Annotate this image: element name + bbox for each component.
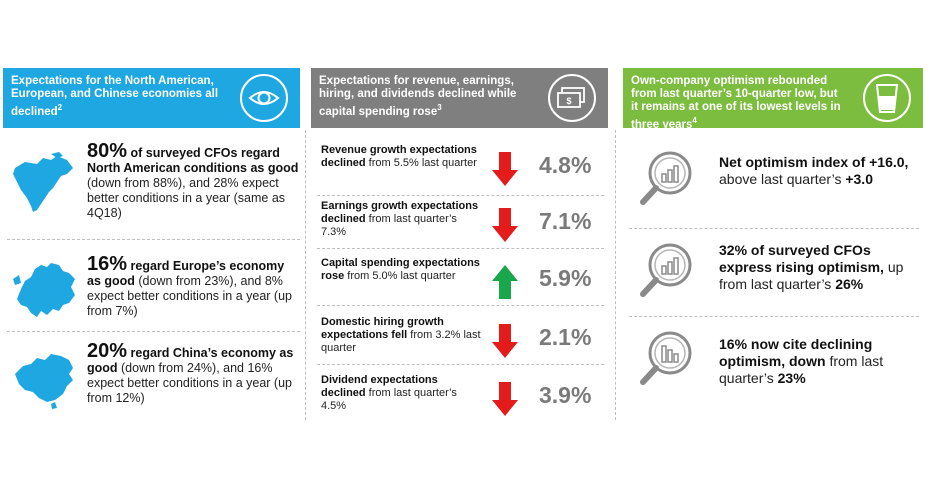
divider bbox=[629, 228, 919, 229]
optimism-headline: Net optimism index of +16.0, bbox=[719, 154, 909, 170]
europe-headline: regard Europe’s economy as good bbox=[87, 259, 285, 288]
china-detail: (down from 24%), and 16% expect better c… bbox=[87, 361, 292, 405]
europe-map bbox=[13, 263, 75, 317]
optimism-detail: above last quarter’s bbox=[719, 171, 846, 187]
expectation-headline: Capital spending expectations rose bbox=[321, 257, 480, 282]
eye-icon bbox=[240, 74, 288, 122]
magnifier-chart-icon bbox=[640, 243, 692, 297]
expectation-detail: from last quarter’s 4.5% bbox=[321, 387, 457, 412]
na-detail: (down from 88%), and 28% expect better c… bbox=[87, 176, 286, 220]
economies-column: Expectations for the North American, Eur… bbox=[3, 68, 300, 409]
down-arrow-icon bbox=[492, 324, 518, 358]
optimism-prior: 26% bbox=[835, 276, 864, 292]
expectations-header-text: Expectations for revenue, earnings, hiri… bbox=[319, 75, 517, 118]
expectation-value: 5.9% bbox=[539, 265, 592, 291]
optimism-prior: 23% bbox=[777, 370, 806, 386]
expectation-headline: Earnings growth expectations declined bbox=[321, 200, 479, 225]
economies-header: Expectations for the North American, Eur… bbox=[3, 68, 300, 128]
expectation-headline: Revenue growth expectations declined bbox=[321, 144, 477, 169]
china-item: 20% regard China’s economy as good (down… bbox=[3, 341, 300, 424]
expectation-detail: from 3.2% last quarter bbox=[321, 329, 481, 354]
divider bbox=[7, 239, 300, 240]
economies-header-footnote: 2 bbox=[57, 103, 63, 112]
divider bbox=[317, 195, 604, 196]
down-arrow-icon bbox=[492, 208, 518, 242]
divider bbox=[317, 248, 604, 249]
expectation-value: 4.8% bbox=[539, 152, 592, 178]
expectation-row: Domestic hiring growth expectations fell… bbox=[311, 316, 608, 376]
optimism-prior: +3.0 bbox=[845, 171, 873, 187]
column-divider bbox=[305, 130, 306, 420]
expectation-detail: from 5.5% last quarter bbox=[365, 157, 477, 169]
divider bbox=[629, 316, 919, 317]
expectation-detail: from last quarter’s 7.3% bbox=[321, 213, 457, 238]
china-percent: 20% bbox=[87, 340, 128, 362]
expectation-row: Capital spending expectations rose from … bbox=[311, 257, 608, 317]
expectation-headline: Domestic hiring growth expectations fell bbox=[321, 316, 444, 341]
optimism-headline: 16% now cite declining optimism, down bbox=[719, 336, 873, 369]
expectations-header: Expectations for revenue, earnings, hiri… bbox=[311, 68, 608, 128]
optimism-item: 32% of surveyed CFOs express rising opti… bbox=[623, 236, 923, 302]
na-percent: 80% bbox=[87, 140, 128, 162]
glass-icon bbox=[863, 74, 911, 122]
optimism-header: Own-company optimism rebounded from last… bbox=[623, 68, 923, 131]
optimism-column: Own-company optimism rebounded from last… bbox=[623, 68, 923, 386]
money-icon: $ bbox=[548, 74, 596, 122]
column-divider bbox=[615, 130, 616, 420]
china-map bbox=[15, 354, 73, 409]
north-america-map bbox=[13, 152, 73, 212]
expectations-column: Expectations for revenue, earnings, hiri… bbox=[311, 68, 608, 416]
expectation-row: Revenue growth expectations declined fro… bbox=[311, 144, 608, 204]
optimism-headline: 32% of surveyed CFOs express rising opti… bbox=[719, 242, 884, 275]
optimism-detail: up from last quarter’s bbox=[719, 259, 904, 292]
optimism-header-text: Own-company optimism rebounded from last… bbox=[631, 75, 841, 131]
magnifier-chart-icon bbox=[640, 331, 692, 385]
svg-text:$: $ bbox=[566, 96, 571, 106]
expectations-header-footnote: 3 bbox=[437, 103, 442, 112]
expectation-value: 7.1% bbox=[539, 208, 592, 234]
expectation-headline: Dividend expectations declined bbox=[321, 374, 438, 399]
economies-header-text: Expectations for the North American, Eur… bbox=[11, 75, 219, 118]
magnifier-chart-icon bbox=[640, 151, 692, 205]
divider bbox=[317, 305, 604, 306]
optimism-header-footnote: 4 bbox=[692, 116, 697, 125]
expectation-row: Dividend expectations declined from last… bbox=[311, 374, 608, 434]
china-headline: regard China’s economy as good bbox=[87, 346, 294, 375]
optimism-item: Net optimism index of +16.0, above last … bbox=[623, 148, 923, 214]
expectation-value: 2.1% bbox=[539, 324, 592, 350]
europe-item: 16% regard Europe’s economy as good (dow… bbox=[3, 254, 300, 337]
expectation-row: Earnings growth expectations declined fr… bbox=[311, 200, 608, 260]
down-arrow-icon bbox=[492, 152, 518, 186]
north-america-item: 80% of surveyed CFOs regard North Americ… bbox=[3, 141, 300, 234]
down-arrow-icon bbox=[492, 382, 518, 416]
expectation-detail: from 5.0% last quarter bbox=[344, 270, 456, 282]
divider bbox=[7, 331, 300, 332]
europe-percent: 16% bbox=[87, 253, 128, 275]
divider bbox=[317, 364, 604, 365]
optimism-item: 16% now cite declining optimism, down fr… bbox=[623, 326, 923, 392]
europe-detail: (down from 23%), and 8% expect better co… bbox=[87, 274, 292, 318]
na-headline: of surveyed CFOs regard North American c… bbox=[87, 146, 299, 175]
up-arrow-icon bbox=[492, 265, 518, 299]
expectation-value: 3.9% bbox=[539, 382, 592, 408]
optimism-detail: from last quarter’s bbox=[719, 353, 884, 386]
